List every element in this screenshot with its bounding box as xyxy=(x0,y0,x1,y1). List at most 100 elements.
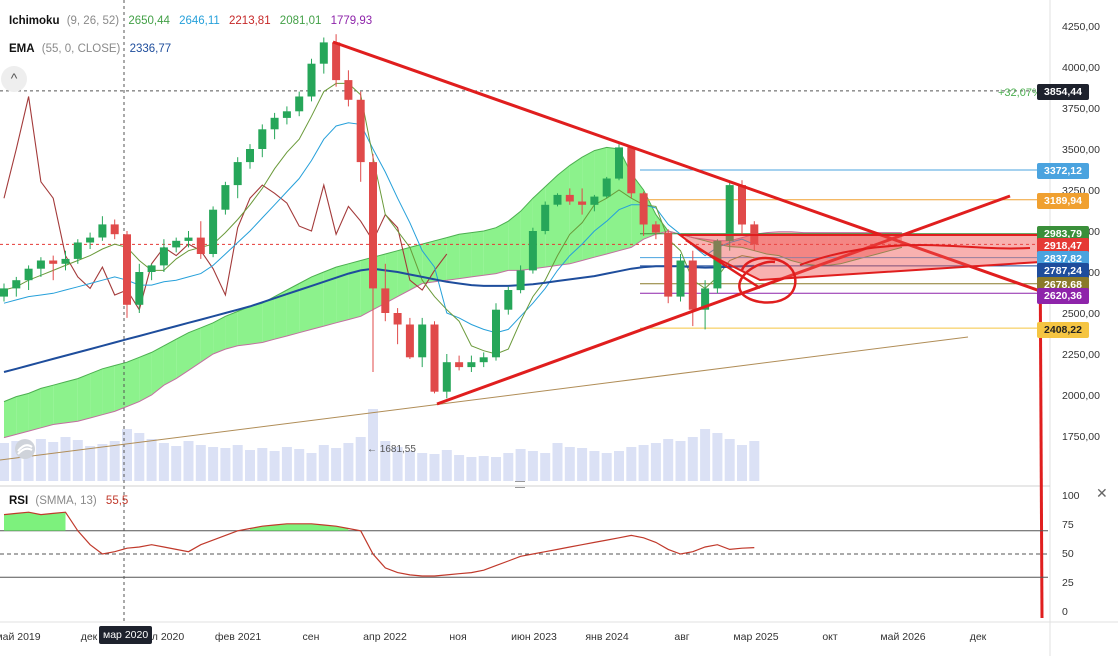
time-label: мар 2025 xyxy=(733,631,779,643)
volume-bar xyxy=(564,447,575,481)
candle-body xyxy=(209,209,218,254)
time-label: фев 2021 xyxy=(214,631,262,643)
time-label: апр 2022 xyxy=(363,631,407,643)
volume-bar xyxy=(749,441,760,481)
candle-body xyxy=(676,260,685,297)
price-axis-label: 3500,00 xyxy=(1062,144,1100,156)
volume-bar xyxy=(429,454,440,481)
volume-bar xyxy=(306,453,317,481)
price-tag-level: 3372,12 xyxy=(1037,163,1089,179)
candle-body xyxy=(258,129,267,149)
ichimoku-cloud-segment xyxy=(4,396,17,438)
volume-bar xyxy=(97,444,108,481)
ema-legend: EMA (55, 0, CLOSE) 2336,77 xyxy=(9,43,177,55)
candle-body xyxy=(381,288,390,313)
time-label: янв 2024 xyxy=(585,631,629,643)
time-label: май 2026 xyxy=(880,631,926,643)
ema-params: (55, 0, CLOSE) xyxy=(41,43,121,55)
ichimoku-cloud-segment xyxy=(250,303,263,345)
volume-bar xyxy=(589,451,600,481)
rsi-overbought-fill xyxy=(250,523,349,531)
volume-bar xyxy=(171,446,182,481)
candle-body xyxy=(430,324,439,392)
volume-bar xyxy=(478,456,489,481)
volume-bar xyxy=(257,448,268,481)
ema-value: 2336,77 xyxy=(129,43,172,55)
collapse-legend-button[interactable]: ^ xyxy=(1,66,27,92)
ichimoku-cloud-segment xyxy=(262,296,275,343)
ichimoku-cloud-segment xyxy=(397,247,410,297)
long-trendline xyxy=(0,336,969,461)
ichimoku-value-4: 2081,01 xyxy=(279,15,322,27)
drawn-triangle-upper-line xyxy=(332,40,1061,300)
time-label: июн 2023 xyxy=(511,631,557,643)
candle-body xyxy=(307,63,316,97)
ichimoku-cloud-segment xyxy=(28,388,41,432)
ichimoku-cloud-segment xyxy=(77,373,91,422)
volume-bar xyxy=(11,441,22,481)
pane-resize-handle[interactable] xyxy=(515,481,525,488)
rsi-line xyxy=(3,511,755,577)
price-tag-level: 2620,36 xyxy=(1037,288,1089,304)
volume-bar xyxy=(417,453,428,481)
candle-body xyxy=(393,313,402,325)
volume-bar xyxy=(343,443,354,481)
candle-body xyxy=(282,111,291,118)
candle-body xyxy=(135,272,144,305)
volume-bar xyxy=(195,445,206,481)
volume-bar xyxy=(331,448,342,481)
time-label: май 2019 xyxy=(0,631,41,643)
candle-body xyxy=(356,99,365,163)
volume-bar xyxy=(220,448,231,481)
volume-bar xyxy=(134,433,145,481)
rsi-name: RSI xyxy=(9,495,29,507)
price-axis-label: 2500,00 xyxy=(1062,308,1100,320)
close-pane-icon[interactable]: ✕ xyxy=(1096,485,1108,501)
price-axis-label: 2000,00 xyxy=(1062,390,1100,402)
candle-body xyxy=(12,280,21,289)
volume-bar xyxy=(158,443,169,481)
candle-body xyxy=(147,265,156,272)
volume-bar xyxy=(650,443,661,481)
candle-body xyxy=(184,237,193,241)
rsi-axis-label: 50 xyxy=(1062,548,1074,560)
ichimoku-name: Ichimoku xyxy=(9,15,60,27)
candle-body xyxy=(516,270,525,291)
ema-55-line xyxy=(3,264,755,373)
price-axis-label: 1750,00 xyxy=(1062,431,1100,443)
ichimoku-value-5: 1779,93 xyxy=(330,15,373,27)
ichimoku-cloud-segment xyxy=(90,368,103,418)
volume-bar xyxy=(368,409,378,481)
time-label: сен xyxy=(302,631,320,643)
candle-body xyxy=(627,147,636,194)
volume-bar xyxy=(146,439,157,481)
candle-body xyxy=(221,185,230,210)
candle-body xyxy=(479,357,488,363)
volume-bar xyxy=(23,445,34,481)
volume-bar xyxy=(503,453,514,481)
ichimoku-cloud-segment xyxy=(766,231,779,256)
volume-bar xyxy=(48,442,59,481)
volume-low-label: ← 1681,55 xyxy=(367,444,416,455)
ichimoku-cloud-segment xyxy=(434,237,447,282)
volume-bar xyxy=(441,450,452,481)
volume-bar xyxy=(294,449,305,481)
volume-bar xyxy=(700,429,711,481)
candle-body xyxy=(442,362,451,392)
ichimoku-cloud-segment xyxy=(471,231,484,277)
ichimoku-cloud-segment xyxy=(127,357,140,407)
volume-bar xyxy=(712,433,723,481)
volume-bar xyxy=(454,455,465,481)
ichimoku-cloud-segment xyxy=(557,165,570,266)
candle-body xyxy=(369,162,377,289)
price-axis-label: 3750,00 xyxy=(1062,103,1100,115)
volume-bar xyxy=(491,457,501,481)
candle-body xyxy=(246,149,254,163)
ichimoku-value-2: 2646,11 xyxy=(179,15,220,27)
candle-body xyxy=(578,201,587,205)
ichimoku-cloud-segment xyxy=(213,316,226,354)
candle-body xyxy=(651,224,660,233)
candle-body xyxy=(159,247,168,266)
ichimoku-cloud-segment xyxy=(791,231,804,264)
